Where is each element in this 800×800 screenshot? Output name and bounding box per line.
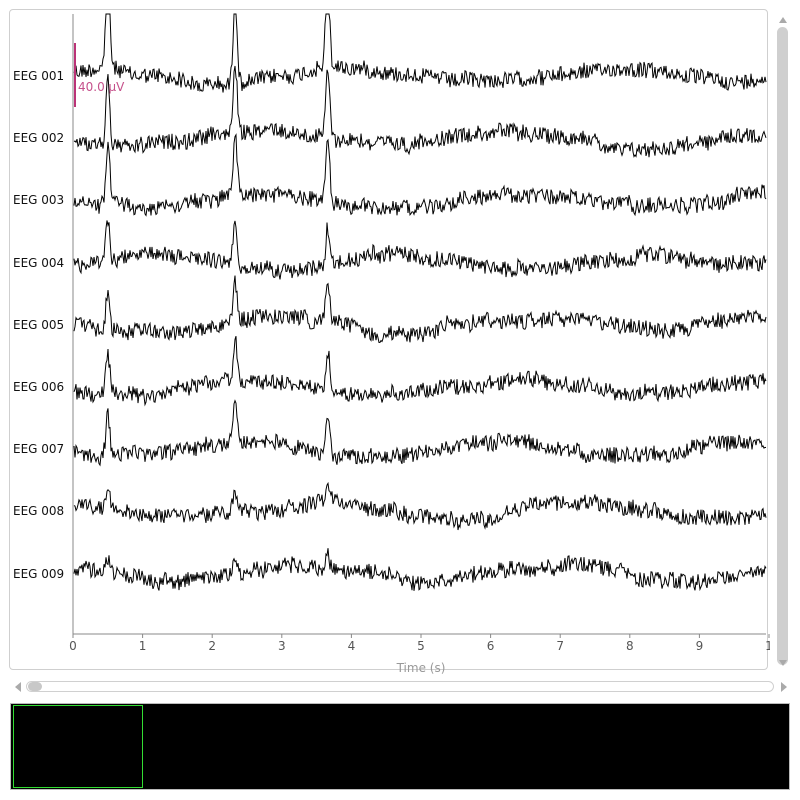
channel-label: EEG 004 [13,255,65,270]
channel-label: EEG 003 [13,193,65,208]
x-tick-label: 9 [696,639,704,653]
eeg-trace [73,336,767,407]
x-tick-label: 1 [139,639,147,653]
channel-label: EEG 008 [13,504,65,519]
eeg-trace [73,13,767,93]
channel-label: EEG 002 [13,131,65,146]
triangle-up-icon[interactable] [779,17,787,23]
x-axis-label: Time (s) [396,661,446,675]
eeg-trace [73,220,767,280]
x-tick-label: 0 [69,639,77,653]
vertical-scrollbar[interactable] [775,9,791,670]
eeg-plot-panel[interactable] [9,9,768,670]
horizontal-scroll-track[interactable] [26,681,774,692]
eeg-trace [73,481,767,531]
horizontal-scroll-thumb[interactable] [28,682,42,691]
x-tick-label: 5 [417,639,425,653]
channel-label: EEG 009 [13,566,65,581]
triangle-right-icon[interactable] [781,682,787,692]
channel-label: EEG 005 [13,317,65,332]
eeg-trace [73,275,767,344]
x-tick-label: 1 [765,639,770,653]
scale-bar-label: 40.0 µV [78,80,125,94]
overview-bar[interactable] [10,703,790,790]
x-axis-ticks: 0 1 2 3 4 5 6 7 8 9 1 [69,634,770,653]
triangle-down-icon[interactable] [779,660,787,666]
eeg-trace [73,548,767,592]
x-tick-label: 6 [487,639,495,653]
eeg-trace [73,65,767,158]
x-tick-label: 3 [278,639,286,653]
eeg-traces [73,13,767,592]
x-tick-label: 2 [208,639,216,653]
triangle-left-icon[interactable] [15,682,21,692]
x-tick-label: 4 [348,639,356,653]
overview-view-window[interactable] [13,705,143,788]
eeg-traces-canvas[interactable]: 0 1 2 3 4 5 6 7 8 9 1 40.0 µV Time (s) [0,0,770,680]
vertical-scroll-thumb[interactable] [777,27,788,665]
eeg-trace [73,133,767,217]
x-tick-label: 8 [626,639,634,653]
channel-label: EEG 007 [13,442,65,457]
horizontal-scrollbar[interactable] [9,678,791,696]
channel-label: EEG 006 [13,380,65,394]
eeg-trace [73,399,767,467]
channel-label: EEG 001 [13,69,65,83]
x-tick-label: 7 [556,639,564,653]
